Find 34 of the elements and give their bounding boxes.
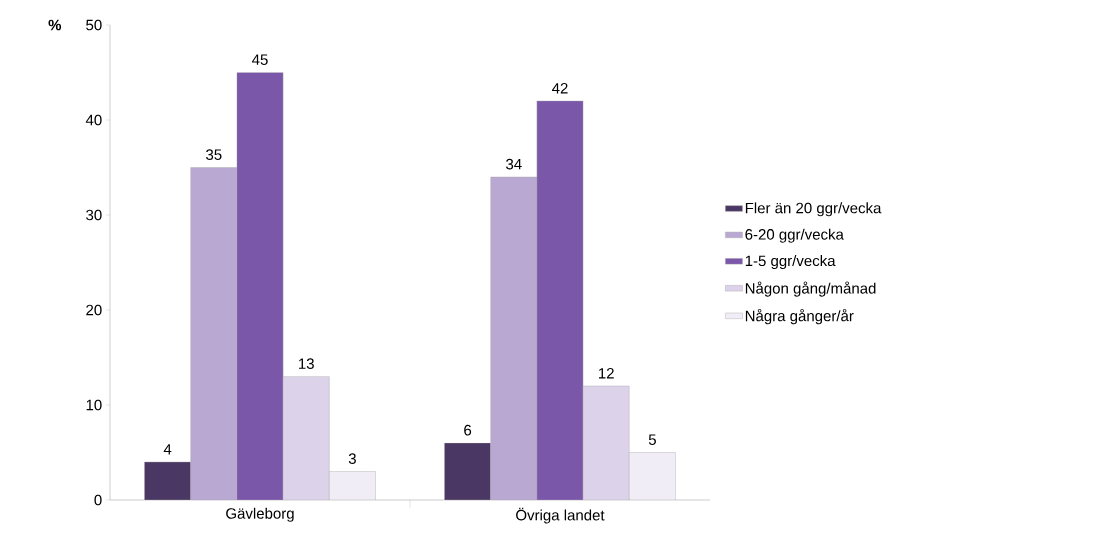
data-label: 6	[464, 424, 472, 436]
bar	[329, 471, 376, 500]
data-label: 3	[348, 453, 356, 464]
y-tick-label: 30	[86, 209, 102, 221]
y-axis-title: %	[48, 19, 62, 31]
legend-label: Fler än 20 ggr/vecka	[745, 202, 882, 217]
y-tick-label: 50	[86, 19, 102, 31]
y-tick-label: 40	[85, 114, 102, 126]
bar	[282, 376, 330, 500]
x-tick-label: Gävleborg	[226, 507, 294, 522]
y-tick-label: 0	[94, 494, 102, 506]
x-tick-label: Övriga landet	[516, 507, 605, 524]
bar	[490, 176, 538, 500]
data-label: 45	[252, 54, 268, 65]
data-label: 35	[206, 149, 222, 160]
bar	[629, 452, 676, 500]
legend-label: 1-5 ggr/vecka	[745, 255, 836, 270]
data-label: 5	[648, 434, 656, 445]
data-label: 13	[299, 358, 314, 369]
legend-label: 6-20 ggr/vecka	[745, 228, 844, 243]
legend-label: Några gånger/år	[745, 309, 854, 325]
data-label: 34	[506, 158, 522, 170]
data-label: 12	[599, 367, 614, 379]
data-label: 4	[163, 444, 172, 455]
bar	[236, 72, 284, 500]
y-tick-label: 10	[86, 399, 102, 411]
bar	[444, 442, 491, 500]
data-label: 42	[552, 82, 568, 94]
y-tick-label: 20	[86, 304, 102, 316]
bar	[190, 167, 238, 500]
bar	[536, 100, 584, 500]
bar	[144, 461, 191, 500]
bar	[582, 385, 630, 500]
legend-label: Någon gång/månad	[745, 281, 876, 297]
